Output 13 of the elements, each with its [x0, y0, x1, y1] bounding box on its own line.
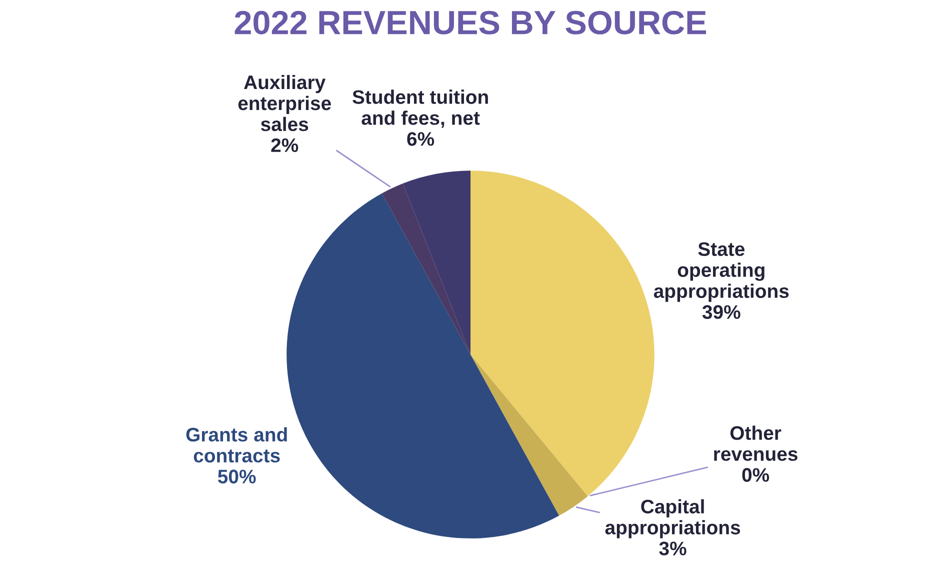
slice-label: Student tuition and fees, net — [352, 90, 488, 128]
data-label: 50% — [218, 470, 256, 484]
category-label: Other revenues — [714, 426, 798, 461]
slice-label: Capital appropriations — [605, 499, 740, 538]
slice-label: Auxiliary enterprise sales — [238, 74, 331, 132]
slice-label: State operating appropriations — [654, 242, 789, 302]
data-label: 3% — [659, 542, 686, 556]
data-label: 39% — [702, 305, 740, 319]
text: 0% — [742, 468, 770, 482]
chart-title: 2022 REVENUES BY SOURCE — [234, 10, 706, 34]
data-label: 6% — [407, 132, 434, 146]
slice-label: Grants and contracts — [186, 427, 287, 463]
data-label: 2% — [271, 138, 298, 152]
